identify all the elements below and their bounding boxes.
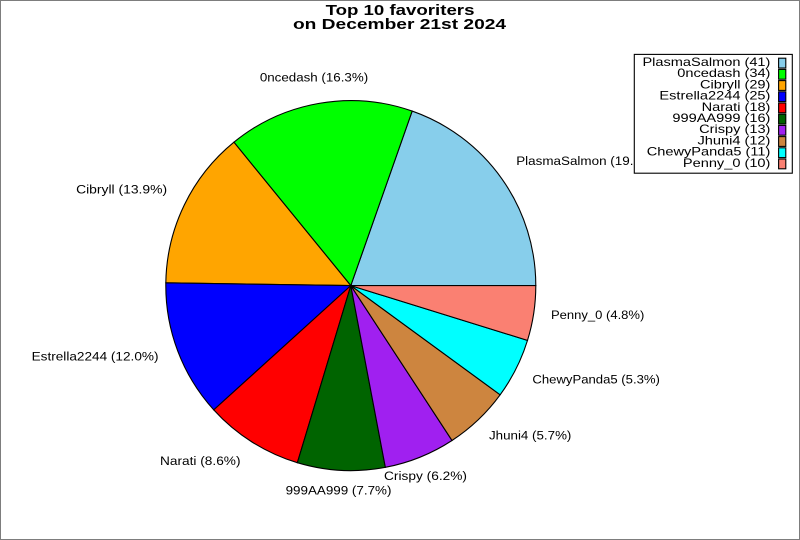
svg-text:Penny_0 (4.8%): Penny_0 (4.8%) — [551, 308, 644, 321]
svg-text:on December 21st 2024: on December 21st 2024 — [293, 17, 507, 33]
svg-text:999AA999 (7.7%): 999AA999 (7.7%) — [286, 483, 392, 497]
svg-text:0ncedash (16.3%): 0ncedash (16.3%) — [260, 71, 368, 84]
svg-text:0ncedash (34): 0ncedash (34) — [677, 66, 770, 79]
svg-text:Narati (18): Narati (18) — [702, 100, 771, 113]
svg-text:Cibryll (13.9%): Cibryll (13.9%) — [76, 183, 167, 197]
svg-text:PlasmaSalmon (19.6%): PlasmaSalmon (19.6%) — [516, 154, 657, 168]
svg-text:ChewyPanda5 (5.3%): ChewyPanda5 (5.3%) — [532, 373, 660, 386]
svg-text:Penny_0 (10): Penny_0 (10) — [683, 156, 770, 169]
svg-text:Top 10 favoriters: Top 10 favoriters — [326, 2, 475, 18]
svg-text:Crispy (6.2%): Crispy (6.2%) — [384, 469, 467, 483]
svg-text:Crispy (13): Crispy (13) — [699, 122, 770, 135]
svg-text:PlasmaSalmon (41): PlasmaSalmon (41) — [642, 55, 770, 68]
svg-text:Narati (8.6%): Narati (8.6%) — [160, 454, 241, 468]
svg-text:ChewyPanda5 (11): ChewyPanda5 (11) — [647, 145, 771, 158]
svg-text:Estrella2244 (25): Estrella2244 (25) — [659, 89, 770, 102]
svg-text:Jhuni4 (12): Jhuni4 (12) — [697, 134, 770, 147]
svg-text:999AA999 (16): 999AA999 (16) — [672, 111, 770, 124]
svg-text:Estrella2244 (12.0%): Estrella2244 (12.0%) — [32, 349, 159, 363]
svg-text:Jhuni4 (5.7%): Jhuni4 (5.7%) — [489, 429, 571, 442]
svg-text:Cibryll (29): Cibryll (29) — [700, 78, 770, 91]
